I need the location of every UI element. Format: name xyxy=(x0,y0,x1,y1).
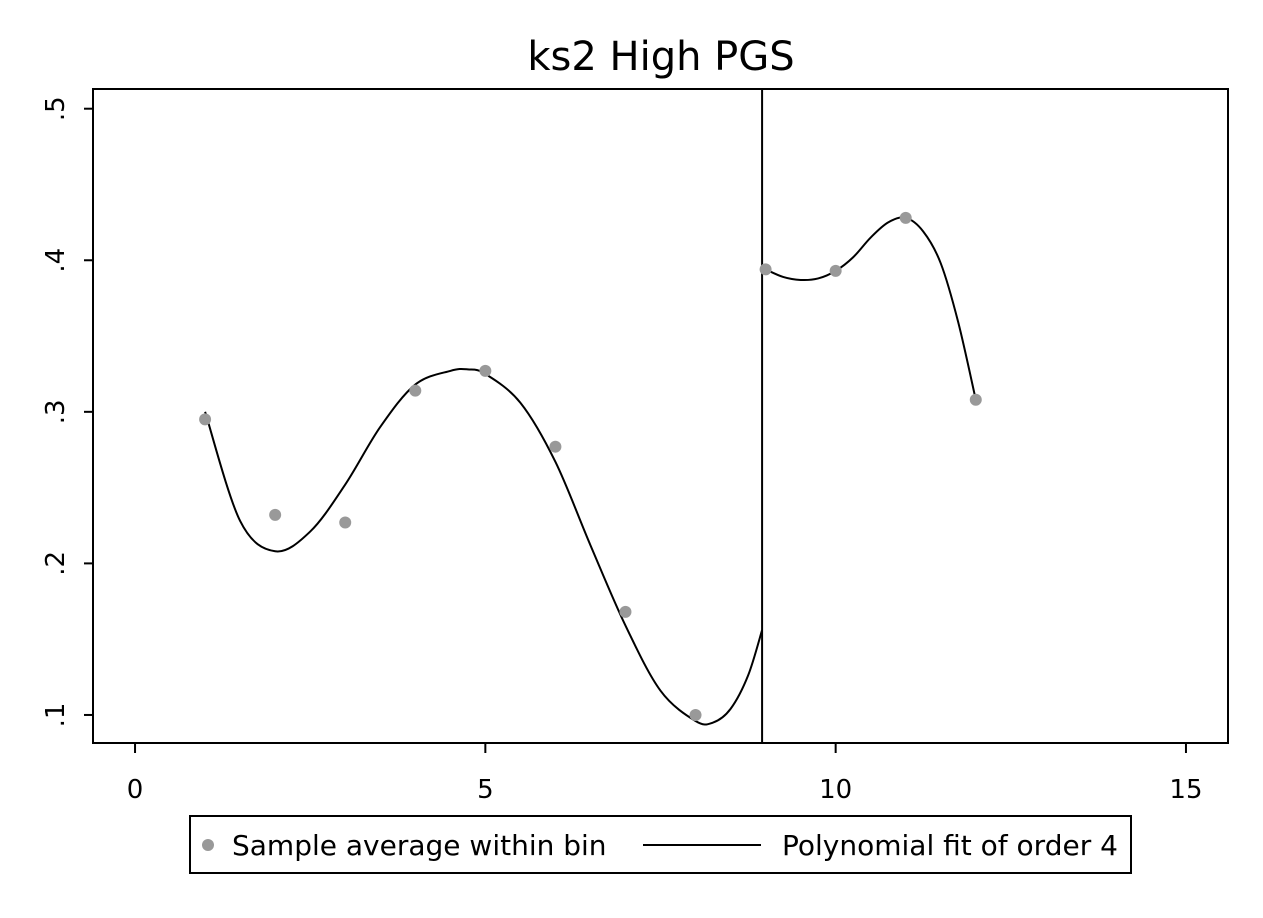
data-point xyxy=(759,263,772,276)
x-tick-label: 0 xyxy=(127,775,144,805)
data-point xyxy=(619,605,632,618)
data-point xyxy=(829,264,842,277)
data-point xyxy=(969,393,982,406)
data-point xyxy=(269,508,282,521)
x-tick-label: 10 xyxy=(819,775,852,805)
data-point xyxy=(549,440,562,453)
data-point xyxy=(409,384,422,397)
y-tick-label: .4 xyxy=(41,248,71,273)
legend-marker-points xyxy=(202,839,214,851)
y-tick-label: .1 xyxy=(41,703,71,728)
y-axis: .1 .2 .3 .4 .5 xyxy=(41,96,93,727)
y-tick-label: .3 xyxy=(41,399,71,424)
fit-line-segment xyxy=(204,367,764,726)
fit-line-segment xyxy=(765,216,977,400)
y-tick-label: .2 xyxy=(41,551,71,576)
x-tick-label: 5 xyxy=(477,775,494,805)
chart-title: ks2 High PGS xyxy=(527,34,794,80)
y-tick-label: .5 xyxy=(41,96,71,121)
data-point xyxy=(199,413,212,426)
plot-area xyxy=(92,88,1229,744)
data-point xyxy=(899,211,912,224)
legend: Sample average within bin Polynomial fit… xyxy=(189,815,1132,874)
data-point xyxy=(479,364,492,377)
legend-label-points: Sample average within bin xyxy=(232,829,607,862)
fit-lines xyxy=(204,216,977,726)
data-points xyxy=(199,211,982,721)
x-axis: 0 5 10 15 xyxy=(127,742,1203,805)
legend-label-line: Polynomial fit of order 4 xyxy=(782,829,1118,862)
data-point xyxy=(339,516,352,529)
x-tick-label: 15 xyxy=(1169,775,1202,805)
data-point xyxy=(689,708,702,721)
